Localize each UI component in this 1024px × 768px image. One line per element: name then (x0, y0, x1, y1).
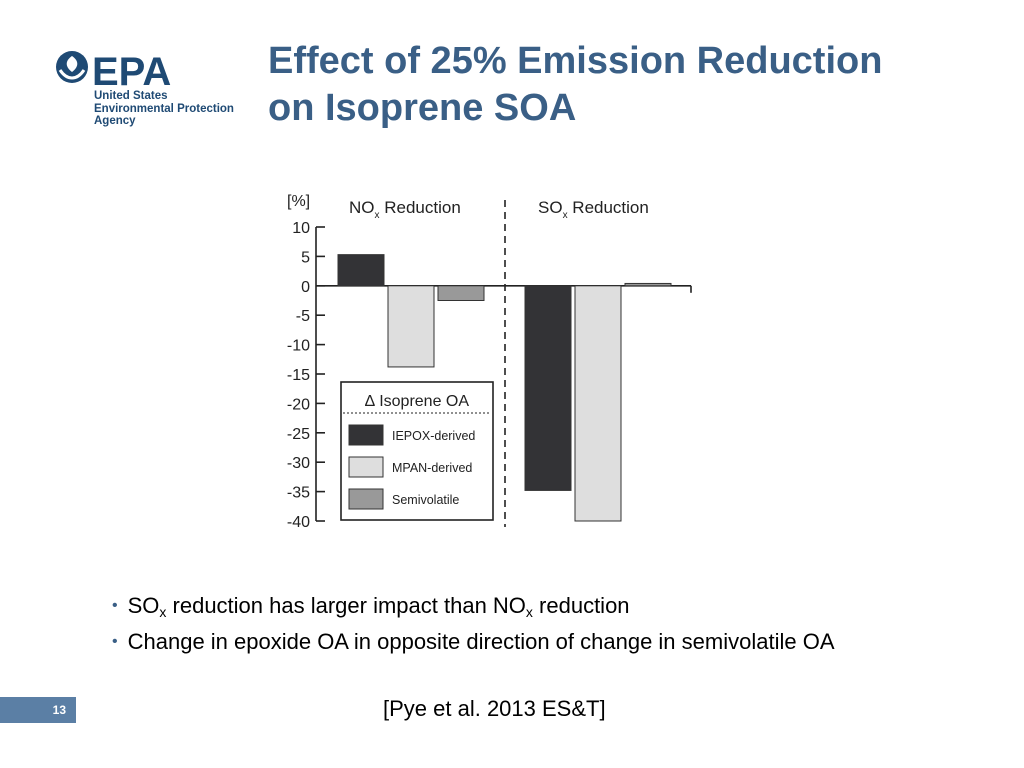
legend-label-iepox: IEPOX-derived (392, 429, 475, 443)
bullet-text: Change in epoxide OA in opposite directi… (127, 629, 835, 654)
legend-swatch-iepox (348, 424, 384, 446)
bar-mpan-2 (574, 285, 622, 522)
citation: [Pye et al. 2013 ES&T] (383, 696, 606, 721)
slide-title-line-1: Effect of 25% Emission Reduction (268, 40, 883, 82)
y-tick-label: 0 (301, 279, 310, 296)
group-label-2: SOx Reduction (538, 198, 649, 221)
y-axis-label: [%] (287, 193, 310, 210)
bullet-dot-icon: • (112, 597, 118, 614)
legend-label-semivolatile: Semivolatile (392, 493, 459, 507)
slide-title: Effect of 25% Emission Reduction on Isop… (268, 38, 882, 132)
y-tick-label: -30 (287, 455, 310, 472)
bullet-subscript: x (159, 604, 167, 620)
group-label-1: NOx Reduction (349, 198, 461, 221)
bar-semivolatile-2 (624, 282, 672, 287)
bullet-text: reduction has larger impact than NO (166, 593, 526, 618)
page-number: 13 (0, 697, 76, 723)
y-tick-label: -35 (287, 485, 310, 502)
chart-bars (337, 254, 672, 522)
legend-box (340, 381, 494, 521)
chart-group-labels: NOx Reduction SOx Reduction (349, 198, 649, 221)
bullet-subscript: x (525, 604, 533, 620)
agency-name-line-1: United States (94, 90, 168, 102)
bar-iepox-1 (337, 254, 385, 287)
chart-axes: [%] 10 5 0 -5 -10 -15 -20 -25 -30 -35 -40 (287, 193, 692, 531)
bullet-item-2: • Change in epoxide OA in opposite direct… (112, 624, 835, 660)
bullet-list: • SOx reduction has larger impact than NO… (112, 588, 835, 660)
legend-label-mpan: MPAN-derived (392, 461, 472, 475)
y-tick-label: -15 (287, 367, 310, 384)
slide-title-line-2: on Isoprene SOA (268, 87, 577, 129)
legend-swatch-mpan (348, 456, 384, 478)
bar-mpan-1 (387, 285, 435, 368)
bullet-item-1: • SOx reduction has larger impact than NO… (112, 588, 835, 624)
chart-legend: ∆ Isoprene OA IEPOX-derived MPAN-derived Se… (340, 381, 494, 521)
bar-iepox-2 (524, 285, 572, 491)
y-tick-label: -5 (296, 308, 310, 325)
y-tick-label: -40 (287, 514, 310, 531)
bullet-text: reduction (532, 593, 630, 618)
epa-logo: EPA United States Environmental Protecti… (54, 48, 254, 130)
y-tick-label: -25 (287, 426, 310, 443)
legend-swatch-semivolatile (348, 488, 384, 510)
y-tick-label: -20 (287, 396, 310, 413)
agency-name: United States Environmental Protection A… (94, 90, 234, 128)
y-tick-label: 5 (301, 249, 310, 266)
bullet-dot-icon: • (112, 633, 118, 650)
y-tick-label: -10 (287, 338, 310, 355)
epa-flower-icon: EPA (56, 50, 171, 90)
bar-semivolatile-1 (437, 285, 485, 301)
bullet-text: SO (127, 593, 160, 618)
agency-name-line-3: Agency (94, 115, 136, 127)
agency-name-line-2: Environmental Protection (94, 102, 234, 115)
y-tick-label: 10 (292, 220, 310, 237)
epa-wordmark: EPA (92, 50, 171, 90)
legend-title: ∆ Isoprene OA (365, 393, 469, 410)
